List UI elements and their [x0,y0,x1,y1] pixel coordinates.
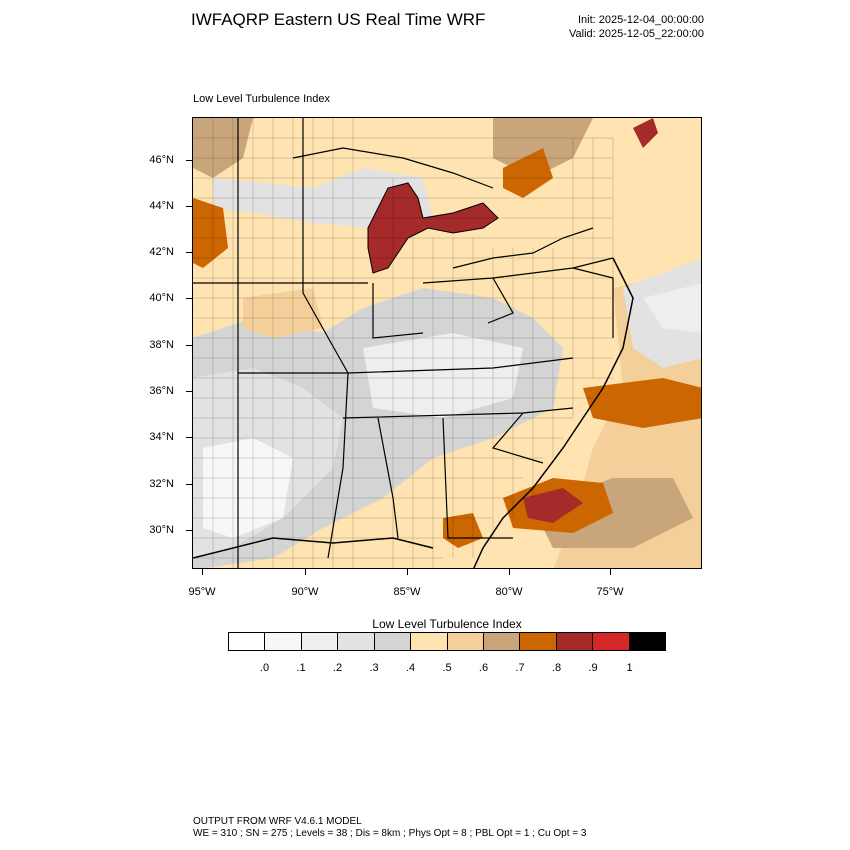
colorbar [228,632,666,651]
lat-label: 40°N [149,292,174,304]
colorbar-swatch [483,633,521,650]
colorbar-swatch [629,633,666,650]
lat-label: 36°N [149,385,174,397]
lat-tick [186,160,192,161]
colorbar-swatch [593,633,630,650]
lon-tick [202,569,203,575]
lat-tick [186,437,192,438]
lat-tick [186,391,192,392]
colorbar-label: .3 [369,662,379,674]
lat-label: 32°N [149,478,174,490]
lat-label: 44°N [149,200,174,212]
lon-label: 85°W [393,586,421,598]
orange-offshore-nc [583,378,701,428]
lat-tick [186,298,192,299]
lon-tick [305,569,306,575]
lat-label: 30°N [149,524,174,536]
colorbar-swatch [447,633,484,650]
atlantic-coastline [473,257,634,568]
orange-iowa [193,198,228,268]
colorbar-label: .5 [442,662,452,674]
colorbar-swatch [265,633,302,650]
lake-erie-ontario-shore [452,227,594,269]
valid-time: Valid: 2025-12-05_22:00:00 [569,28,704,40]
model-footer: OUTPUT FROM WRF V4.6.1 MODEL WE = 310 ; … [193,816,586,840]
colorbar-label: .8 [551,662,562,674]
offshore-light [643,283,701,333]
lat-tick [186,530,192,531]
page-title: IWFAQRP Eastern US Real Time WRF [191,10,486,29]
colorbar-swatch [229,633,266,650]
lon-label: 95°W [188,586,216,598]
lon-tick [407,569,408,575]
colorbar-label: .7 [515,662,525,674]
colorbar-swatch [374,633,412,650]
county-grid [193,118,614,568]
footer-config-line: WE = 310 ; SN = 275 ; Levels = 38 ; Dis … [193,828,587,839]
lon-label: 90°W [291,586,319,598]
map-panel [192,117,702,569]
colorbar-swatch [338,633,375,650]
lon-tick [509,569,510,575]
lat-tick [186,206,192,207]
init-time: Init: 2025-12-04_00:00:00 [578,14,704,26]
lat-tick [186,345,192,346]
lat-label: 38°N [149,339,174,351]
time-info: Init: 2025-12-04_00:00:00 Valid: 2025-12… [569,13,704,41]
lat-label: 42°N [149,246,174,258]
colorbar-label: .9 [588,662,598,674]
red-great-lakes [367,182,499,274]
map-subtitle: Low Level Turbulence Index [193,93,330,105]
southwest-white [203,438,293,538]
lat-tick [186,484,192,485]
orange-ontario [503,148,553,198]
tan-midwest [243,288,323,338]
colorbar-swatch [556,633,594,650]
gulf-coastline [193,537,434,559]
colorbar-label: .4 [405,662,416,674]
kentucky-light [363,333,523,418]
colorbar-swatch [520,633,557,650]
lat-label: 34°N [149,431,174,443]
lon-label: 80°W [495,586,523,598]
red-maine [633,118,658,148]
colorbar-swatch [411,633,448,650]
turbulence-map [193,118,701,568]
lat-tick [186,252,192,253]
red-offshore-low [523,488,583,523]
lon-label: 75°W [596,586,624,598]
colorbar-label: 1 [626,662,633,674]
colorbar-title: Low Level Turbulence Index [372,617,522,631]
colorbar-label: .0 [259,662,270,674]
colorbar-label: .1 [296,662,306,674]
lon-tick [610,569,611,575]
lat-label: 46°N [149,154,174,166]
colorbar-label: .2 [332,662,343,674]
lake-superior-shore [292,147,494,189]
colorbar-label: .6 [478,662,489,674]
footer-model-line: OUTPUT FROM WRF V4.6.1 MODEL [193,816,362,827]
colorbar-swatch [301,633,339,650]
